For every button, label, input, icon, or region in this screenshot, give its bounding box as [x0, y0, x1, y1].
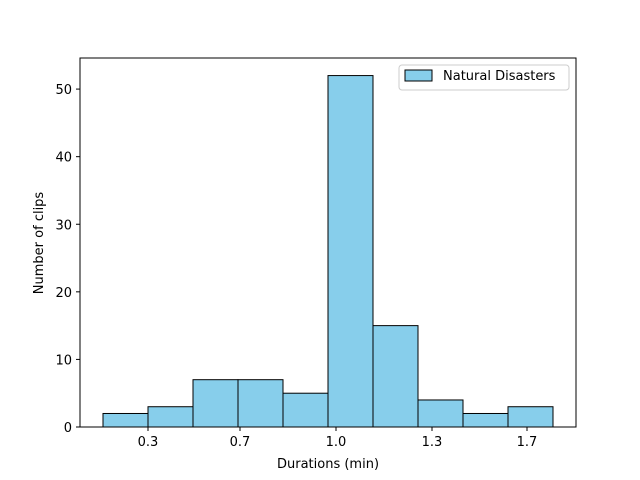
histogram-bar-8 — [417, 399, 464, 428]
bars-layer — [102, 75, 554, 428]
histogram-bar-1 — [102, 412, 149, 428]
y-tick-label-6: 50 — [55, 83, 72, 98]
x-axis-label: Durations (min) — [277, 457, 379, 472]
legend: Natural Disasters — [398, 64, 570, 91]
histogram-bar-5 — [282, 392, 329, 428]
axes-layer: 0.3 0.7 1.0 1.3 1.7 0 10 20 30 40 50 — [55, 57, 577, 450]
y-tick-label-3: 20 — [55, 286, 72, 301]
legend-frame — [398, 64, 570, 91]
y-axis-label: Number of clips — [32, 192, 47, 295]
histogram-bar-9 — [462, 412, 509, 428]
x-tick-label-1: 0.3 — [138, 435, 159, 450]
x-tick-label-3: 1.0 — [326, 435, 347, 450]
y-tick-label-2: 10 — [55, 353, 72, 368]
y-tick-label-4: 30 — [55, 218, 72, 233]
histogram-bar-3 — [192, 379, 239, 428]
x-tick-label-5: 1.7 — [517, 435, 538, 450]
legend-swatch-natural-disasters — [404, 69, 433, 82]
y-tick-label-1: 0 — [64, 421, 72, 436]
histogram-bar-4 — [237, 379, 284, 428]
y-tick-label-5: 40 — [55, 151, 72, 166]
histogram-bar-7 — [372, 325, 419, 428]
histogram-bar-10 — [507, 406, 554, 428]
x-tick-label-4: 1.3 — [422, 435, 443, 450]
histogram-bar-6 — [327, 75, 374, 428]
histogram-bar-2 — [147, 406, 194, 428]
plot-frame — [79, 57, 577, 428]
x-tick-label-2: 0.7 — [230, 435, 251, 450]
legend-label-natural-disasters: Natural Disasters — [443, 69, 556, 84]
